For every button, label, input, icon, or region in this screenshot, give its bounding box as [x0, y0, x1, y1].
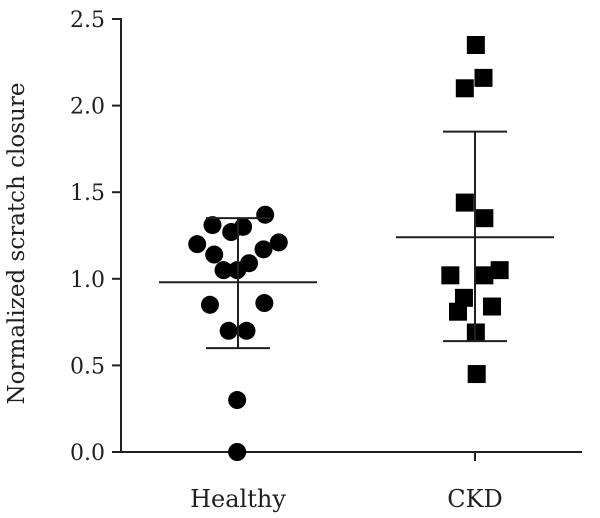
ckd-data-point: [474, 68, 493, 87]
x-category-label: CKD: [447, 485, 503, 513]
x-ticks: Healthy CKD: [190, 452, 503, 513]
healthy-data-point: [203, 216, 222, 235]
ckd-data-point: [490, 261, 509, 280]
axes: 0.0 0.5 1.0 1.5 2.0 2.5 Healthy CKD: [70, 8, 582, 513]
ckd-data-point: [455, 193, 474, 212]
data-points: [188, 35, 509, 461]
healthy-data-point: [254, 240, 273, 259]
y-ticks: 0.0 0.5 1.0 1.5 2.0 2.5: [70, 8, 121, 466]
healthy-data-point: [255, 294, 274, 313]
y-tick-label: 0.0: [70, 441, 105, 466]
ckd-data-point: [441, 266, 460, 285]
healthy-data-point: [237, 321, 256, 340]
y-tick-label: 0.5: [70, 354, 105, 379]
ckd-data-point: [454, 288, 473, 307]
x-category-label: Healthy: [190, 485, 286, 513]
ckd-data-point: [455, 79, 474, 98]
healthy-data-point: [234, 217, 253, 236]
healthy-data-point: [256, 205, 275, 224]
error-bars: [159, 130, 554, 350]
y-tick-label: 1.0: [70, 268, 105, 293]
ckd-data-point: [467, 365, 486, 384]
healthy-data-point: [200, 295, 219, 314]
healthy-data-point: [269, 233, 288, 252]
ckd-data-point: [475, 209, 494, 228]
ckd-data-point: [449, 302, 467, 321]
healthy-data-point: [228, 443, 247, 461]
ckd-data-point: [475, 266, 494, 285]
y-tick-label: 2.5: [70, 8, 105, 33]
healthy-data-point: [214, 261, 233, 280]
healthy-data-point: [228, 391, 247, 410]
y-axis-title: Normalized scratch closure: [4, 83, 30, 405]
ckd-data-point: [466, 35, 485, 54]
y-tick-label: 2.0: [70, 95, 105, 120]
healthy-data-point: [205, 245, 224, 264]
healthy-data-point: [219, 321, 238, 340]
healthy-data-point: [188, 235, 207, 254]
ckd-data-point: [483, 297, 501, 316]
y-tick-label: 1.5: [70, 181, 105, 206]
